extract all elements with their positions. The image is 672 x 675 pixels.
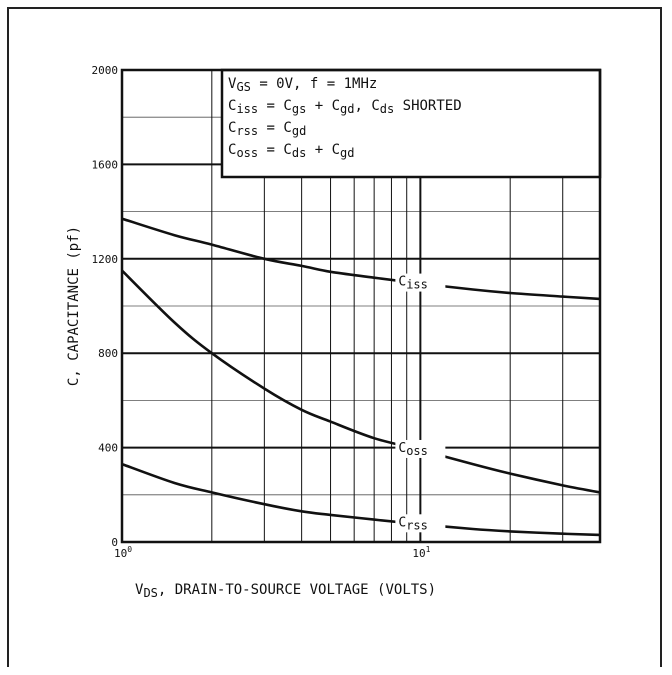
legend-line: VGS = 0V, f = 1MHz xyxy=(228,76,377,94)
curve-label-backdrop xyxy=(395,273,446,292)
y-tick-labels: 0 400 800 1200 1600 2000 xyxy=(92,64,119,549)
curve-label-rss: Crss xyxy=(398,515,428,532)
x-axis-title: VDS, DRAIN-TO-SOURCE VOLTAGE (VOLTS) xyxy=(135,582,436,600)
curve-rss xyxy=(121,462,601,537)
conditions-legend-box: VGS = 0V, f = 1MHz Ciss = Cgs + Cgd, Cds … xyxy=(220,68,602,179)
legend-line: Ciss = Cgs + Cgd, Cds SHORTED xyxy=(228,98,462,116)
legend-line: Coss = Cds + Cgd xyxy=(228,142,354,160)
figure-frame xyxy=(7,7,662,667)
plot-border xyxy=(120,68,602,544)
curve-label-backdrop xyxy=(395,514,446,533)
y-tick-label: 1600 xyxy=(92,158,119,171)
y-tick-label: 400 xyxy=(98,442,118,455)
curve-oss xyxy=(121,269,601,494)
y-tick-label: 0 xyxy=(111,536,118,549)
curve-iss xyxy=(121,217,601,301)
x-tick-label: 100 xyxy=(114,545,132,560)
axis-titles: C, CAPACITANCE (pf) VDS, DRAIN-TO-SOURCE … xyxy=(66,226,436,600)
y-tick-label: 1200 xyxy=(92,253,119,266)
y-tick-label: 800 xyxy=(98,347,118,360)
series-curves: Ciss Coss Crss xyxy=(121,217,601,537)
x-tick-labels: 100 101 xyxy=(114,545,431,560)
y-tick-label: 2000 xyxy=(92,64,119,77)
curve-label-iss: Ciss xyxy=(398,275,428,292)
x-tick-label: 101 xyxy=(412,545,430,560)
legend-line: Crss = Cgd xyxy=(228,120,306,138)
y-axis-title: C, CAPACITANCE (pf) xyxy=(66,226,82,386)
curve-label-oss: Coss xyxy=(398,441,428,458)
curve-label-backdrop xyxy=(395,439,446,458)
